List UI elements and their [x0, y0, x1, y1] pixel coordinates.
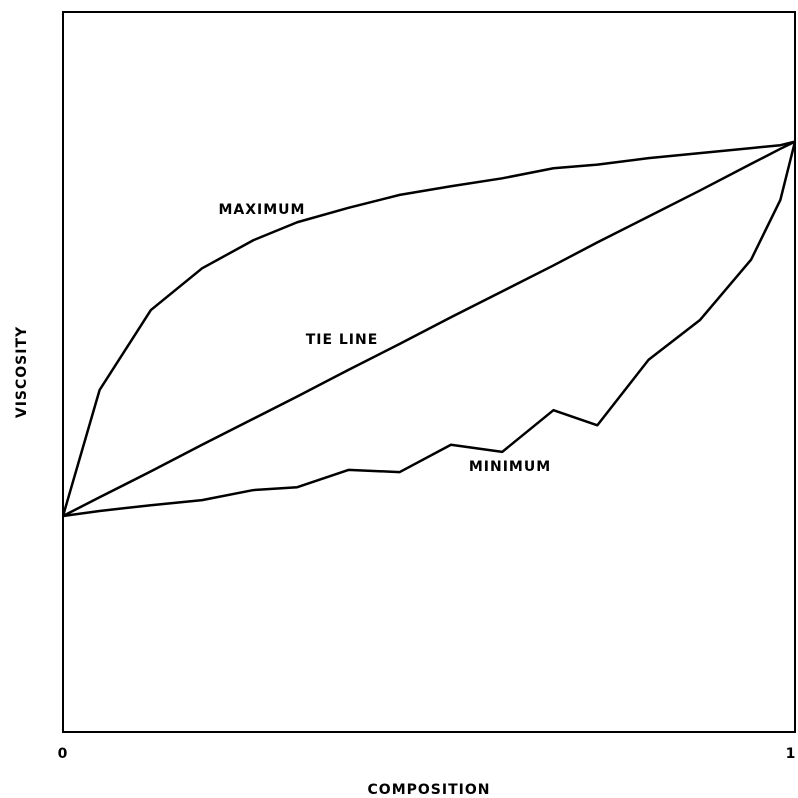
- series-line: [62, 141, 797, 518]
- series-line: [61, 140, 796, 517]
- curve-label: MAXIMUM: [218, 202, 305, 218]
- curve-label: MINIMUM: [469, 459, 551, 475]
- y-axis-label: VISCOSITY: [14, 326, 30, 418]
- x-tick-label: 1: [786, 746, 797, 762]
- series-line: [62, 140, 796, 518]
- x-tick-label: 0: [58, 746, 69, 762]
- plot-frame: [62, 11, 796, 733]
- curve-label: TIE LINE: [306, 332, 379, 348]
- x-axis-label: COMPOSITION: [368, 782, 491, 798]
